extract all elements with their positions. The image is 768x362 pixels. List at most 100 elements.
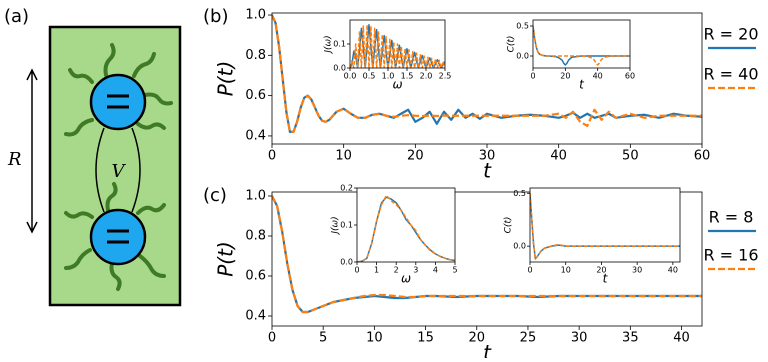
x-tick-label: 0: [268, 149, 276, 164]
x-tick-label: 2.5: [439, 72, 452, 81]
panel-a: (a) R V: [4, 6, 182, 307]
x-tick-label: 1.0: [382, 72, 395, 81]
x-tick-label: 4: [433, 266, 438, 275]
axes-frame: [349, 19, 446, 69]
plot-area: [533, 20, 630, 68]
x-tick-label: 50: [622, 149, 639, 164]
data-line: [350, 24, 445, 68]
y-tick-label: 0.0: [333, 64, 346, 73]
x-tick-label: 5: [452, 266, 457, 275]
plot-area: [272, 13, 702, 144]
panel-label: (c): [203, 185, 227, 206]
distance-label: R: [7, 149, 22, 170]
inset-plot: 0 20 40 60 0.0 0.5 t C(t): [507, 19, 635, 92]
plot-area: [357, 188, 455, 262]
y-tick-label: 0.0: [516, 52, 529, 61]
x-tick-label: 5: [319, 331, 327, 346]
x-tick-label: 0: [354, 266, 359, 275]
x-tick-label: 30: [479, 149, 496, 164]
site-2: [89, 208, 147, 266]
inset-plot: 0.0 0.5 1.0 1.5 2.0 2.5 0.0 0.1 ω J(ω): [324, 19, 452, 92]
data-line: [530, 193, 680, 260]
x-tick-label: 20: [560, 72, 570, 81]
x-tick-label: 3: [413, 266, 418, 275]
data-line: [357, 194, 455, 262]
coupling-lines: [95, 127, 141, 213]
x-tick-label: 0: [530, 72, 535, 81]
x-tick-label: 0: [268, 331, 276, 346]
axes-frame: [529, 187, 681, 263]
x-tick-label: 2: [394, 266, 399, 275]
data-line: [272, 195, 702, 314]
y-tick-label: 0.5: [513, 189, 526, 198]
data-line: [533, 25, 630, 66]
x-axis-label: ω: [392, 78, 402, 92]
inset-plot: 0 1 2 3 4 5 0.0 0.1 0.2 ω J(ω): [331, 184, 458, 286]
data-line: [350, 24, 445, 68]
y-tick-label: 0.1: [333, 40, 346, 49]
y-axis-label: J(ω): [324, 35, 334, 54]
panel-label: (a): [4, 6, 29, 27]
axes-frame: [271, 12, 703, 145]
y-tick-label: 0.2: [340, 184, 353, 193]
x-axis-label: ω: [401, 272, 411, 286]
y-tick-label: 1.0: [245, 8, 266, 23]
x-tick-label: 20: [468, 331, 485, 346]
x-tick-label: 2.0: [420, 72, 433, 81]
y-tick-label: 0.0: [340, 258, 353, 267]
inset-plot: 0 10 20 30 40 0.0 0.5 t C(t): [504, 187, 681, 286]
axes-frame: [532, 19, 631, 69]
site-1: [89, 73, 147, 131]
x-tick-label: 35: [622, 331, 639, 346]
plot-area: [530, 188, 680, 262]
y-tick-label: 0.1: [340, 221, 353, 230]
x-tick-label: 0.5: [363, 72, 376, 81]
data-line: [272, 14, 702, 134]
x-tick-label: 1.5: [401, 72, 414, 81]
x-tick-label: 40: [593, 72, 603, 81]
x-tick-label: 60: [694, 149, 711, 164]
y-axis-label: P(t): [214, 61, 238, 97]
y-axis-label: C(t): [507, 36, 517, 53]
x-tick-label: 60: [625, 72, 635, 81]
y-axis-label: P(t): [214, 241, 238, 277]
y-tick-label: 0.6: [245, 269, 266, 284]
x-tick-label: 40: [668, 266, 678, 275]
x-tick-label: 30: [632, 266, 642, 275]
x-tick-label: 1: [374, 266, 379, 275]
x-axis-label: t: [483, 159, 492, 183]
y-tick-label: 0.8: [245, 48, 266, 63]
y-axis-label: J(ω): [331, 216, 341, 235]
y-tick-label: 0.4: [245, 309, 266, 324]
main-plot: 0 10 20 30 40 50 60 0.4 0.6 0.8 1.0 t P(t) (b) R = 20 R…: [203, 6, 759, 183]
x-axis-label: t: [603, 272, 609, 286]
x-tick-label: 10: [335, 149, 352, 164]
x-axis-label: t: [579, 78, 585, 92]
distance-arrow: [26, 68, 38, 234]
x-tick-label: 10: [366, 331, 383, 346]
x-tick-label: 0.0: [344, 72, 357, 81]
y-tick-label: 0.6: [245, 88, 266, 103]
y-tick-label: 1.0: [245, 189, 266, 204]
x-tick-label: 25: [520, 331, 537, 346]
x-tick-label: 15: [417, 331, 434, 346]
x-tick-label: 20: [407, 149, 424, 164]
y-tick-label: 0.4: [245, 128, 266, 143]
axes-frame: [271, 191, 703, 327]
y-tick-label: 0.8: [245, 229, 266, 244]
x-tick-label: 40: [550, 149, 567, 164]
legend-label: R = 40: [703, 65, 758, 84]
legend-label: R = 16: [703, 246, 758, 265]
x-tick-label: 40: [673, 331, 690, 346]
y-axis-label: C(t): [504, 217, 514, 234]
panel-label: (b): [203, 6, 228, 27]
y-tick-label: 0.5: [516, 22, 529, 31]
legend-label: R = 8: [709, 208, 754, 227]
x-axis-label: t: [483, 341, 492, 359]
coupling-label: V: [112, 161, 127, 182]
x-tick-label: 30: [571, 331, 588, 346]
legend-label: R = 20: [703, 25, 758, 44]
x-tick-label: 10: [561, 266, 571, 275]
axes-frame: [356, 187, 456, 263]
